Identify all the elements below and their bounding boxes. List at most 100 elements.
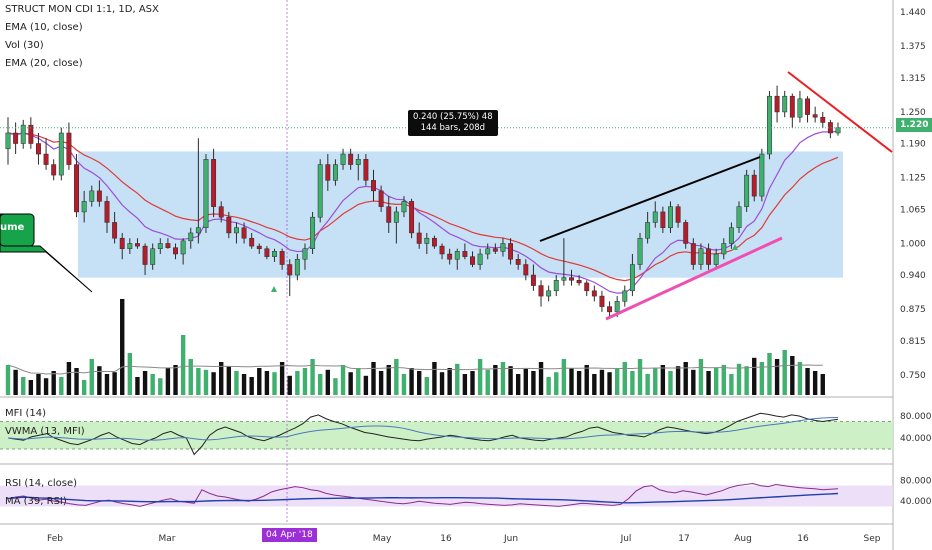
candle <box>51 159 57 181</box>
legend-ema10[interactable]: EMA (10, close) <box>5 22 83 33</box>
volume-bar <box>81 380 87 395</box>
candle-body <box>233 227 239 234</box>
candle-body <box>104 201 110 223</box>
candle <box>561 238 567 286</box>
candle <box>515 254 521 270</box>
candle-body <box>523 264 529 276</box>
candle-body <box>203 159 209 228</box>
volume-bar <box>538 362 544 395</box>
candle <box>576 275 582 286</box>
candle <box>180 238 186 265</box>
volume-bar <box>401 374 407 395</box>
candle-body <box>629 264 635 292</box>
candle-body <box>637 237 643 265</box>
candle-body <box>74 164 79 213</box>
candle <box>233 222 239 244</box>
candle-body <box>58 132 64 176</box>
candle <box>538 280 544 307</box>
candle <box>264 246 270 260</box>
candle-body <box>287 264 293 276</box>
candle <box>195 138 201 244</box>
candle <box>81 190 87 223</box>
volume-bar <box>523 368 528 395</box>
candle <box>751 169 757 202</box>
volume-bar <box>721 365 726 395</box>
candle <box>820 111 826 128</box>
volume-bar <box>333 378 338 395</box>
volume-bar <box>607 372 612 395</box>
candle-body <box>157 243 163 249</box>
candle <box>767 90 772 160</box>
legend-ema20[interactable]: EMA (20, close) <box>5 58 83 69</box>
measure-line1: 0.240 (25.75%) 48 <box>413 112 493 122</box>
candle <box>485 243 491 260</box>
rsi-line <box>7 483 839 507</box>
volume-bar <box>127 353 133 395</box>
candle <box>409 198 415 239</box>
candle-body <box>805 98 810 115</box>
candle-body <box>584 282 590 292</box>
candle-body <box>728 227 734 244</box>
candle-body <box>180 240 186 255</box>
candle-body <box>241 227 247 239</box>
candle-body <box>553 280 559 292</box>
candle-body <box>789 95 795 118</box>
rsi-band <box>0 485 893 507</box>
candle <box>508 238 514 265</box>
volume-bar <box>188 359 193 395</box>
candle-body <box>173 247 178 255</box>
legend-vol[interactable]: Vol (30) <box>5 40 44 51</box>
candle <box>782 90 788 118</box>
candle-body <box>812 114 818 118</box>
candle <box>134 238 140 249</box>
candle-body <box>142 245 148 265</box>
candle <box>736 201 742 233</box>
volume-bar <box>264 371 270 395</box>
volume-bar <box>546 377 551 395</box>
volume-bar <box>485 369 490 395</box>
volume-bar <box>371 362 376 395</box>
candle <box>706 243 712 270</box>
candle <box>119 232 125 260</box>
callout-box <box>0 213 35 247</box>
volume-bar <box>622 362 627 395</box>
volume-bar <box>782 350 787 395</box>
legend-vwma[interactable]: VWMA (13, MFI) <box>5 426 85 437</box>
volume-bar <box>797 362 803 395</box>
candle <box>340 148 346 170</box>
volume-bar <box>729 374 734 395</box>
candle-body <box>264 248 270 257</box>
candle-body <box>454 251 460 260</box>
candle <box>272 248 277 262</box>
volume-bar <box>416 371 422 395</box>
volume-bar <box>348 372 353 395</box>
volume-bar <box>21 377 26 395</box>
candle-body <box>51 164 57 176</box>
candle <box>477 248 483 270</box>
volume-bar <box>340 365 346 395</box>
candle-body <box>607 306 613 313</box>
candle <box>310 211 316 254</box>
candle-body <box>332 164 338 181</box>
legend-ma[interactable]: MA (39, RSI) <box>5 496 67 507</box>
candle <box>416 222 422 249</box>
candle-body <box>530 274 536 286</box>
candle-body <box>614 301 620 313</box>
candle-body <box>447 253 453 260</box>
volume-bar <box>43 378 49 395</box>
candle-body <box>561 277 567 281</box>
candle <box>431 235 437 249</box>
candle-body <box>599 295 605 307</box>
volume-bar <box>310 359 315 395</box>
volume-bar <box>752 357 757 395</box>
legend-rsi[interactable]: RSI (14, close) <box>5 478 78 489</box>
volume-bar <box>470 371 475 395</box>
legend-mfi[interactable]: MFI (14) <box>5 408 47 419</box>
volume-bar <box>5 365 11 395</box>
candle-body <box>325 164 331 181</box>
volume-bar <box>13 369 18 395</box>
volume-bar <box>150 374 155 395</box>
